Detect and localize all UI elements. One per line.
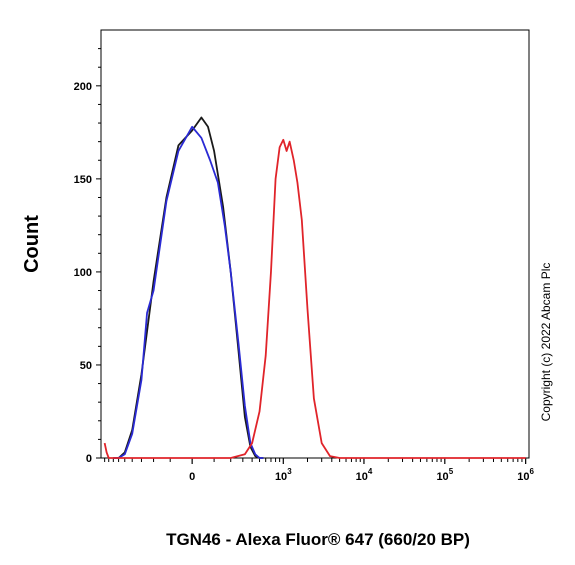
y-axis: 0 50 100 150 200 [74,48,101,465]
x-tick-label: 0 [189,471,195,483]
x-tick-label: 103 [275,467,292,483]
copyright-notice: Copyright (c) 2022 Abcam Plc [539,263,553,422]
y-tick-label: 150 [74,174,92,186]
x-tick-label: 104 [356,467,373,483]
x-tick-label: 105 [436,467,453,483]
y-tick-label: 50 [80,360,92,372]
x-tick-label: 106 [517,467,534,483]
series-line-2 [113,125,264,459]
plot-area-border [100,29,530,459]
y-tick-label: 200 [74,81,92,93]
y-axis-title: Count [21,215,43,273]
y-tick-label: 100 [74,267,92,279]
x-axis-title: TGN46 - Alexa Fluor® 647 (660/20 BP) [166,530,470,549]
x-axis: 0 103 104 105 106 [104,458,535,483]
series-layer [103,116,526,459]
series-line-3 [103,138,526,459]
y-tick-label: 0 [86,453,92,465]
plot-frame [100,29,530,459]
